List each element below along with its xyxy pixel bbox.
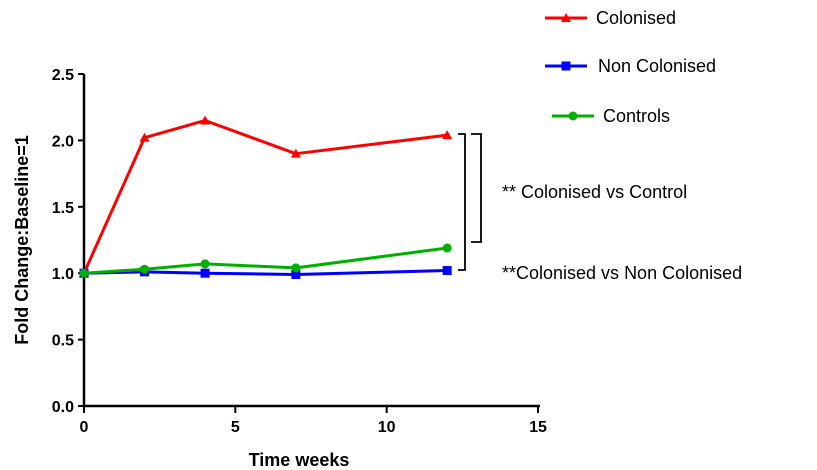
legend-label: Non Colonised [598,56,716,76]
legend: Colonised Non Colonised Controls [545,8,716,126]
data-point-non-colonised [200,268,210,278]
annotation-colonised-vs-non-colonised: **Colonised vs Non Colonised [502,263,742,283]
series-colonised [79,115,453,278]
legend-label: Colonised [596,8,676,28]
y-tick-label: 2.5 [52,67,74,84]
data-point-controls [442,243,452,253]
data-point-controls [291,263,301,273]
legend-marker [568,111,578,121]
series-line-colonised [82,118,448,274]
data-point-controls [140,264,150,274]
data-point-non-colonised [291,270,301,280]
series-layer [79,115,453,280]
x-tick-label: 15 [529,419,547,436]
legend-marker [561,61,571,71]
legend-item-colonised: Colonised [545,8,676,28]
legend-item-controls: Controls [552,106,670,126]
y-tick-label: 2.0 [52,133,74,150]
data-point-colonised [139,132,150,142]
y-ticks: 0.0 0.5 1.0 1.5 2.0 2.5 [52,67,84,416]
data-point-colonised [290,148,301,158]
y-tick-label: 0.5 [52,333,74,350]
data-point-non-colonised [442,266,452,276]
x-tick-label: 0 [80,419,89,436]
data-point-controls [79,268,89,278]
axes [82,74,540,408]
bracket-colonised-vs-non-colonised [458,133,466,271]
series-line-non-colonised [83,269,448,277]
bracket-colonised-vs-control [471,133,482,243]
y-tick-label: 1.5 [52,200,74,217]
x-ticks: 0 5 10 15 [80,406,547,436]
significance-brackets [458,133,482,271]
annotation-colonised-vs-control: ** Colonised vs Control [502,182,687,202]
legend-label: Controls [603,106,670,126]
series-line-controls [83,246,448,275]
series-controls [79,243,452,278]
y-tick-label: 0.0 [52,399,74,416]
x-tick-label: 5 [231,419,240,436]
x-axis-title: Time weeks [249,450,350,470]
y-axis-title: Fold Change:Baseline=1 [12,135,32,345]
y-tick-label: 1.0 [52,266,74,283]
legend-item-non-colonised: Non Colonised [545,56,716,76]
legend-marker [561,13,571,22]
data-point-colonised [200,115,211,125]
data-point-controls [200,259,210,269]
x-tick-label: 10 [378,419,396,436]
data-point-colonised [442,130,453,140]
